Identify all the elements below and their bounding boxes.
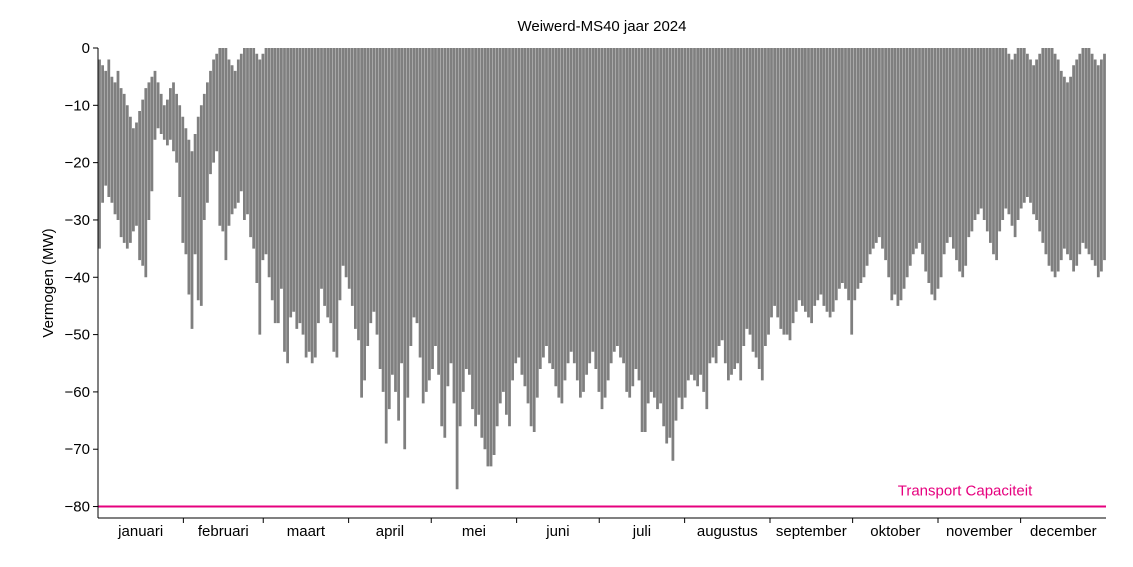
y-tick-label: −80 [65,499,90,516]
chart-title: Weiwerd-MS40 jaar 2024 [518,18,687,35]
y-tick-label: −70 [65,441,90,458]
y-tick-label: −20 [65,155,90,172]
x-ticks: januari februari maart april mei juni juli augu… [117,518,1097,540]
x-tick-label: april [376,523,404,540]
y-tick-label: −60 [65,384,90,401]
y-tick-label: −40 [65,269,90,286]
x-tick-label: november [946,523,1013,540]
series-layer [98,48,1106,490]
y-tick-label: −30 [65,212,90,229]
x-tick-label: oktober [870,523,920,540]
y-tick-label: 0 [82,40,90,57]
x-tick-label: februari [198,523,249,540]
transport-capacity-label: Transport Capaciteit [898,483,1033,500]
x-tick-label: juli [632,523,651,540]
x-tick-label: augustus [697,523,758,540]
x-tick-label: januari [117,523,163,540]
x-tick-label: september [776,523,847,540]
x-tick-label: mei [462,523,486,540]
y-tick-label: −50 [65,327,90,344]
x-tick-label: december [1030,523,1097,540]
x-tick-label: maart [287,523,326,540]
x-tick-label: juni [545,523,569,540]
y-axis-title: Vermogen (MW) [40,228,57,337]
series-band [98,48,1106,490]
reference-layer: Transport Capaciteit [98,483,1106,508]
y-ticks: 0 −10 −20 −30 −40 −50 −60 −70 −80 [65,40,98,516]
y-tick-label: −10 [65,97,90,114]
